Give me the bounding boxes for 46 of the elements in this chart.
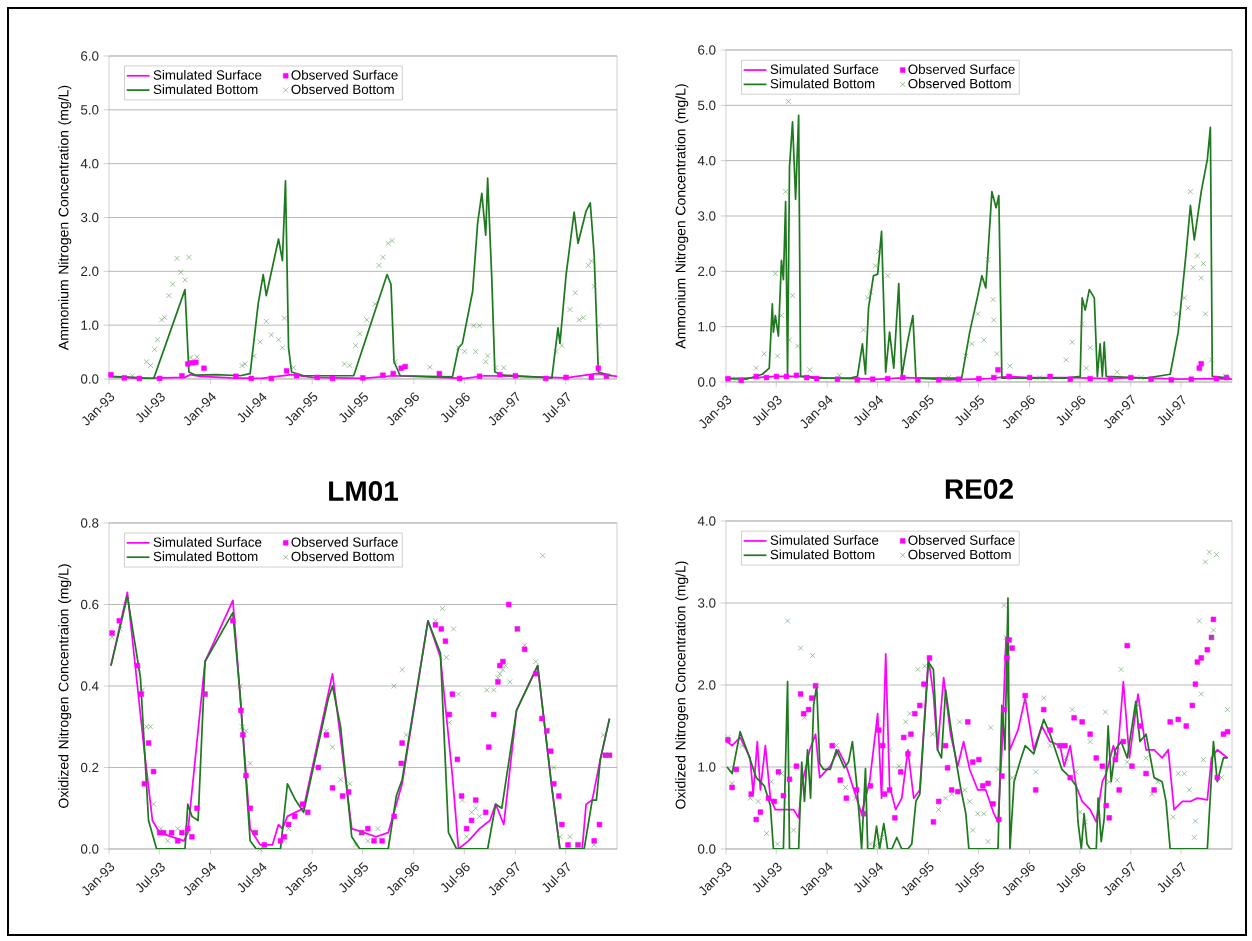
legend-label: Observed Surface	[291, 69, 398, 80]
y-tick-label: 4.0	[697, 155, 716, 166]
y-tick-label: 3.0	[697, 598, 716, 608]
y-tick-label: 0.4	[80, 681, 99, 691]
y-tick-label: 5.0	[80, 105, 99, 115]
y-tick-label: 4.0	[697, 516, 716, 526]
y-axis-title: Oxidized Nitrogen Concentraion (mg/L)	[58, 564, 72, 808]
y-axis-title: Ammonium Nitrogen Concentration (mg/L)	[58, 85, 72, 351]
legend-label: Simulated Bottom	[153, 551, 258, 562]
y-tick-label: 2.0	[698, 680, 716, 690]
y-tick-label: 0.0	[80, 374, 99, 384]
legend-label: Observed Bottom	[291, 84, 394, 95]
legend-label: Observed Surface	[291, 537, 398, 547]
y-tick-label: 6.0	[81, 51, 99, 61]
legend-label: Simulated Bottom	[153, 84, 258, 95]
y-tick-label: 4.0	[80, 158, 99, 169]
y-tick-label: 0.2	[80, 762, 99, 773]
legend-label: Observed Surface	[908, 535, 1015, 545]
y-tick-label: 0.6	[80, 599, 99, 610]
y-tick-label: 3.0	[80, 212, 99, 223]
y-axis-title: Oxidized Nitrogen Concentration (mg/L)	[675, 561, 689, 809]
y-tick-label: 0.0	[80, 844, 99, 854]
chart-title: LM01	[329, 481, 399, 501]
legend-label: Simulated Surface	[153, 69, 262, 80]
y-tick-label: 3.0	[697, 211, 716, 221]
y-tick-label: 1.0	[698, 321, 716, 332]
legend-label: Observed Surface	[908, 64, 1015, 74]
legend-label: Observed Bottom	[291, 551, 394, 562]
y-tick-label: 2.0	[698, 266, 716, 277]
legend-label: Observed Bottom	[908, 78, 1011, 89]
y-tick-label: 0.0	[697, 844, 716, 854]
legend-label: Simulated Bottom	[770, 78, 875, 89]
legend-label: Observed Bottom	[908, 549, 1011, 560]
y-tick-label: 1.0	[698, 762, 716, 772]
y-axis-title: Ammonium Nitrogen Concentration (mg/L)	[675, 84, 689, 349]
y-tick-label: 0.8	[80, 518, 99, 528]
y-tick-label: 0.0	[697, 377, 716, 387]
y-tick-label: 6.0	[698, 45, 716, 55]
chart-title: RE02	[945, 479, 1013, 499]
y-tick-label: 5.0	[698, 100, 716, 111]
y-tick-label: 1.0	[81, 320, 99, 330]
legend-label: Simulated Surface	[770, 535, 879, 545]
y-tick-label: 2.0	[81, 266, 99, 277]
legend-label: Simulated Bottom	[770, 549, 875, 560]
legend-label: Simulated Surface	[770, 64, 879, 74]
legend-label: Simulated Surface	[153, 537, 262, 547]
